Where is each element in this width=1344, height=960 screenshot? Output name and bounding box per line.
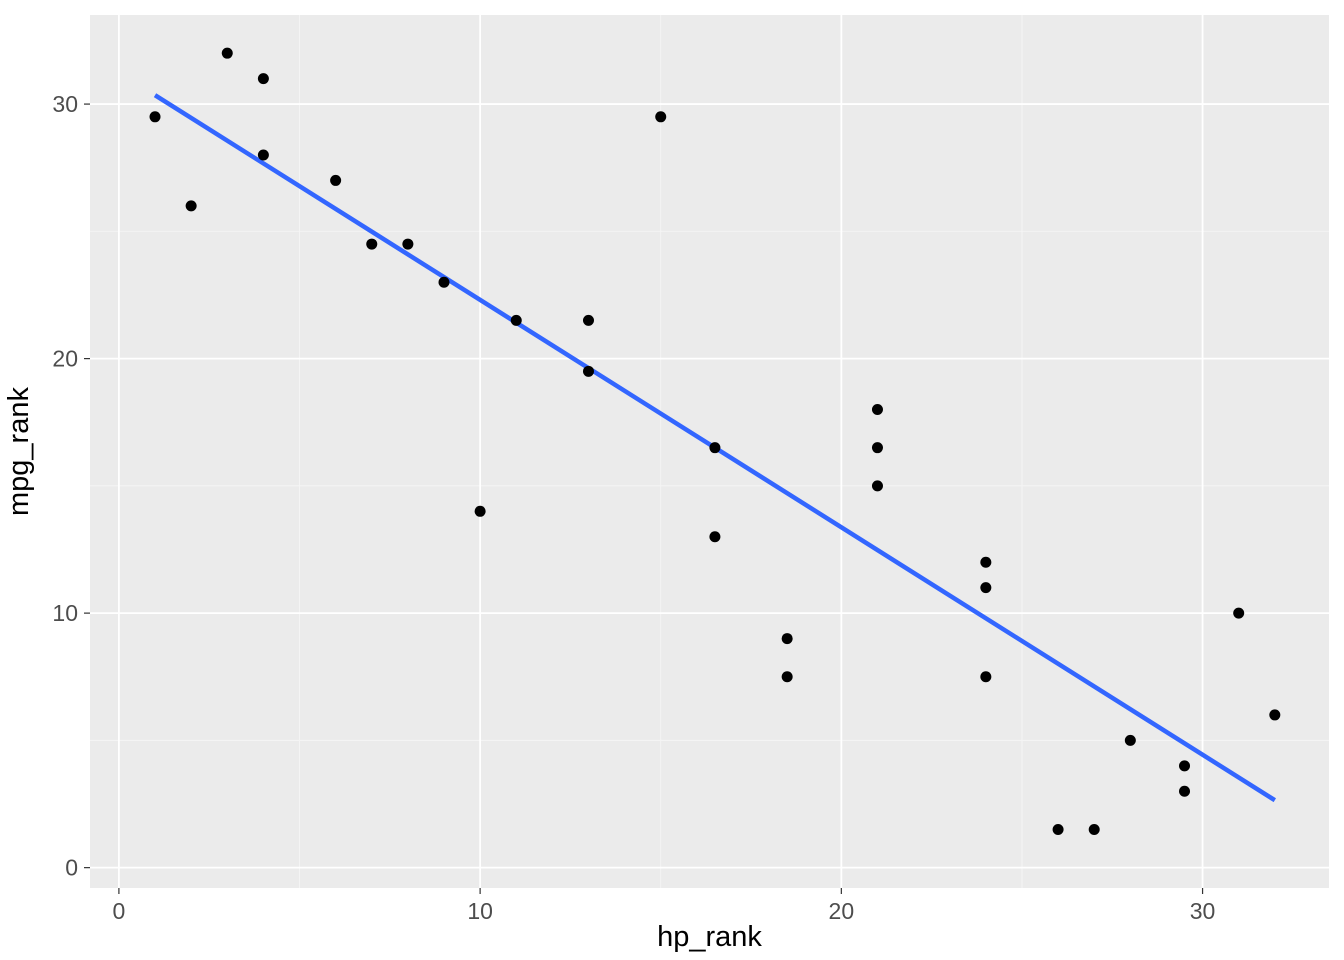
data-point <box>1233 608 1244 619</box>
data-point <box>258 149 269 160</box>
data-point <box>1053 824 1064 835</box>
panel-bg <box>90 15 1329 888</box>
data-point <box>980 582 991 593</box>
y-tick-label: 20 <box>52 346 78 372</box>
data-point <box>1089 824 1100 835</box>
data-point <box>655 111 666 122</box>
data-point <box>782 671 793 682</box>
data-point <box>1179 786 1190 797</box>
data-point <box>150 111 161 122</box>
y-tick-label: 10 <box>52 600 78 626</box>
data-point <box>709 531 720 542</box>
y-tick-label: 30 <box>52 91 78 117</box>
data-point <box>1269 709 1280 720</box>
y-tick-label: 0 <box>65 855 78 881</box>
data-point <box>475 506 486 517</box>
data-point <box>330 175 341 186</box>
y-axis-title: mpg_rank <box>3 387 35 516</box>
x-tick-label: 10 <box>467 898 493 924</box>
x-tick-label: 30 <box>1190 898 1216 924</box>
data-point <box>366 239 377 250</box>
scatter-plot: 0 10 20 30 0 10 20 30 hp_rank mpg_rank <box>0 0 1344 960</box>
data-point <box>258 73 269 84</box>
data-point <box>222 48 233 59</box>
data-point <box>1125 735 1136 746</box>
data-point <box>402 239 413 250</box>
data-point <box>583 315 594 326</box>
data-point <box>439 277 450 288</box>
data-point <box>709 442 720 453</box>
data-point <box>980 557 991 568</box>
data-point <box>872 442 883 453</box>
data-point <box>186 200 197 211</box>
x-tick-label: 20 <box>829 898 855 924</box>
data-point <box>1179 760 1190 771</box>
x-tick-label: 0 <box>112 898 125 924</box>
data-point <box>872 404 883 415</box>
data-point <box>511 315 522 326</box>
data-point <box>782 633 793 644</box>
chart-root: 0 10 20 30 0 10 20 30 hp_rank mpg_rank <box>0 0 1344 960</box>
data-point <box>583 366 594 377</box>
data-point <box>872 480 883 491</box>
x-axis-title: hp_rank <box>657 921 762 953</box>
data-point <box>980 671 991 682</box>
